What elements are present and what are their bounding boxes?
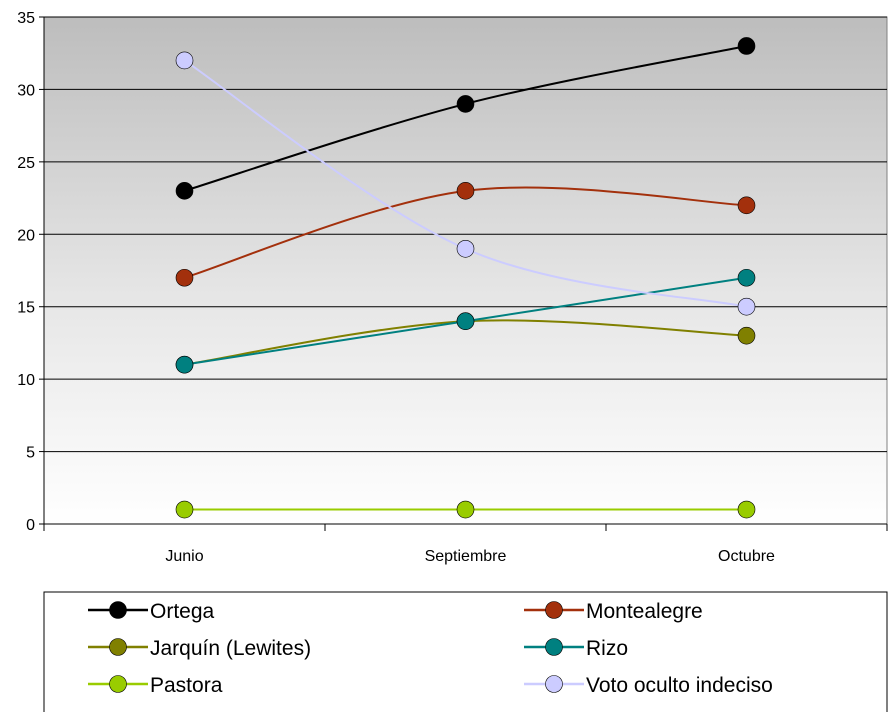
point-montealegre-0 (175, 268, 194, 287)
point-jarqu-n-lewites-2 (737, 326, 756, 345)
legend-marker-ortega (109, 601, 127, 619)
legend-label-jarqu-n-lewites: Jarquín (Lewites) (150, 637, 311, 660)
legend-marker-montealegre (545, 601, 563, 619)
y-tick-label: 15 (17, 300, 35, 317)
point-ortega-0 (175, 182, 194, 200)
legend-marker-pastora (109, 675, 127, 693)
legend-label-ortega: Ortega (150, 600, 215, 623)
legend-label-montealegre: Montealegre (586, 600, 703, 623)
legend-label-voto-oculto-indeciso: Voto oculto indeciso (586, 674, 773, 697)
legend-marker-jarqu-n-lewites (109, 638, 127, 656)
point-ortega-1 (456, 95, 475, 113)
point-voto-oculto-indeciso-2 (737, 297, 756, 316)
point-voto-oculto-indeciso-1 (456, 239, 475, 258)
y-tick-label: 20 (17, 227, 35, 244)
plot-area (43, 16, 888, 525)
point-voto-oculto-indeciso-0 (175, 51, 194, 70)
point-pastora-1 (456, 500, 475, 519)
x-tick-label: Septiembre (425, 548, 507, 565)
point-rizo-2 (737, 268, 756, 287)
x-tick-label: Octubre (718, 548, 775, 565)
y-tick-label: 25 (17, 155, 35, 172)
y-tick-label: 10 (17, 372, 35, 389)
point-ortega-2 (737, 37, 756, 55)
y-tick-label: 0 (26, 517, 35, 534)
point-montealegre-1 (456, 182, 475, 200)
x-tick-label: Junio (165, 548, 203, 565)
legend-label-pastora: Pastora (150, 674, 223, 697)
y-tick-label: 30 (17, 82, 35, 99)
legend-marker-rizo (545, 638, 563, 656)
legend-box (43, 591, 888, 712)
point-pastora-0 (175, 500, 194, 519)
y-tick-label: 35 (17, 10, 35, 27)
y-tick-label: 5 (26, 445, 35, 462)
point-pastora-2 (737, 500, 756, 519)
point-rizo-0 (175, 355, 194, 374)
point-montealegre-2 (737, 196, 756, 215)
legend-marker-voto-oculto-indeciso (545, 675, 563, 693)
legend-label-rizo: Rizo (586, 637, 628, 660)
point-rizo-1 (456, 312, 475, 331)
